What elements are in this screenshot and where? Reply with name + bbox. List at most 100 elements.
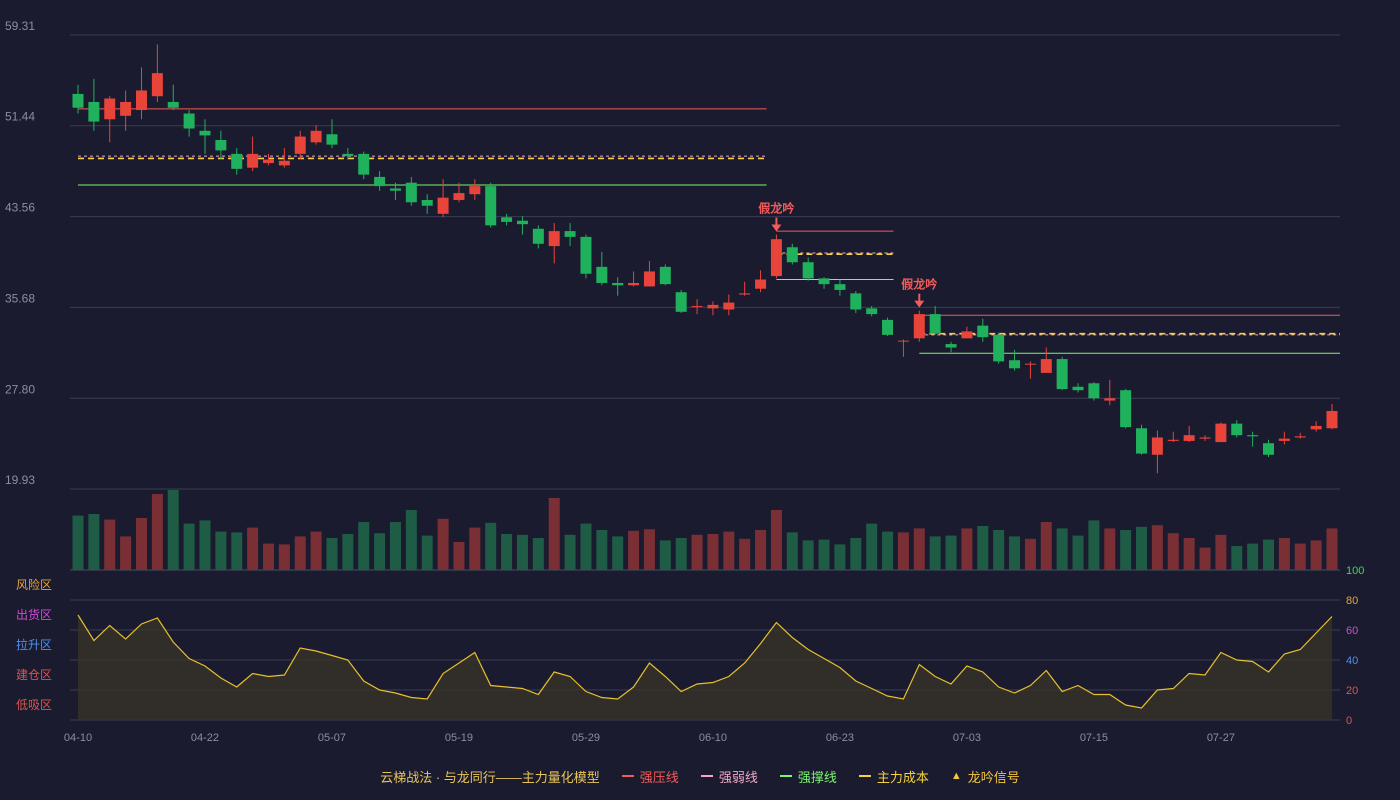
candle-body — [1231, 423, 1243, 436]
candle-body — [374, 176, 386, 187]
candle-body — [834, 284, 846, 290]
volume-bar — [151, 494, 163, 570]
osc-tick-label: 0 — [1346, 715, 1352, 727]
candle-body — [945, 344, 957, 348]
candle-body — [628, 282, 640, 286]
volume-bar — [405, 510, 417, 570]
volume-bar — [374, 533, 386, 570]
volume-bar — [548, 498, 560, 570]
volume-bar — [278, 544, 290, 570]
volume-bar — [786, 532, 798, 570]
candle-body — [1167, 439, 1179, 441]
candle-body — [755, 279, 767, 289]
volume-bar — [1024, 538, 1036, 570]
volume-bar — [596, 530, 608, 570]
volume-bar — [913, 528, 925, 570]
osc-tick-label: 60 — [1346, 625, 1358, 637]
volume-bar — [1120, 530, 1132, 570]
candle-body — [1183, 435, 1195, 441]
candle-body — [691, 306, 703, 308]
x-tick-label: 07-03 — [953, 732, 981, 744]
volume-bar — [72, 515, 84, 570]
volume-bar — [643, 529, 655, 570]
volume-bar — [485, 522, 497, 570]
volume-bar — [659, 540, 671, 570]
volume-bar — [437, 518, 449, 570]
volume-bar — [739, 538, 751, 570]
volume-bar — [1088, 520, 1100, 570]
volume-bar — [1056, 528, 1068, 570]
legend-item: 云梯战法 · 与龙同行——主力量化模型 — [380, 767, 600, 786]
volume-bar — [469, 527, 481, 570]
volume-bar — [199, 520, 211, 570]
candle-body — [786, 247, 798, 263]
candle-body — [135, 90, 147, 111]
candle-body — [913, 314, 925, 339]
candle-body — [1104, 398, 1116, 401]
volume-bar — [770, 510, 782, 570]
candle-body — [294, 136, 306, 154]
volume-bar — [231, 532, 243, 570]
candle-body — [485, 186, 497, 226]
volume-bar — [1167, 533, 1179, 570]
candle-body — [1120, 390, 1132, 428]
osc-tick-label: 20 — [1346, 685, 1358, 697]
candle-body — [675, 292, 687, 312]
volume-bar — [294, 536, 306, 570]
signal-annotation-label: 假龙吟 — [901, 277, 937, 292]
volume-bar — [1040, 522, 1052, 570]
volume-bar — [104, 519, 116, 570]
volume-bar — [1263, 539, 1275, 570]
candle-body — [1294, 436, 1306, 438]
candle-body — [215, 140, 227, 151]
volume-bar — [564, 534, 576, 570]
osc-tick-label: 40 — [1346, 655, 1358, 667]
volume-bar — [945, 535, 957, 570]
legend-label: 强弱线 — [718, 769, 758, 785]
candle-body — [1056, 359, 1068, 390]
volume-bar — [326, 538, 338, 570]
candle-body — [247, 153, 259, 168]
price-tick-label: 51.44 — [5, 110, 35, 124]
x-tick-label: 06-23 — [826, 732, 854, 744]
x-tick-label: 05-07 — [318, 732, 346, 744]
candle-body — [120, 101, 132, 116]
volume-bar — [1072, 535, 1084, 570]
candle-body — [1215, 423, 1227, 443]
volume-bar — [1215, 534, 1227, 570]
volume-bar — [897, 532, 909, 570]
candle-body — [929, 314, 941, 334]
volume-bar — [247, 527, 259, 570]
candle-body — [739, 293, 751, 295]
volume-bar — [1009, 536, 1021, 570]
zone-label: 风险区 — [16, 577, 52, 592]
volume-bar — [120, 536, 132, 570]
candle-body — [167, 101, 179, 108]
volume-bar — [532, 538, 544, 570]
candle-body — [278, 160, 290, 166]
price-tick-label: 19.93 — [5, 473, 35, 487]
candle-body — [818, 278, 830, 285]
candle-body — [310, 130, 322, 143]
candle-body — [961, 331, 973, 339]
legend-swatch — [779, 775, 792, 777]
legend-label: 强压线 — [639, 769, 679, 785]
candle-body — [389, 188, 401, 191]
osc-tick-label: 100 — [1346, 565, 1364, 577]
volume-bar — [262, 543, 274, 570]
candle-body — [1263, 443, 1275, 455]
candle-body — [1072, 386, 1084, 391]
volume-bar — [628, 530, 640, 570]
x-tick-label: 05-29 — [572, 732, 600, 744]
candle-body — [453, 193, 465, 200]
signal-arrow-head — [771, 224, 782, 232]
signal-arrow-head — [914, 300, 925, 308]
volume-bar — [358, 522, 370, 570]
volume-bar — [580, 523, 592, 570]
zone-label: 拉升区 — [16, 637, 52, 652]
volume-bar — [993, 530, 1005, 570]
volume-bar — [802, 540, 814, 570]
legend-item: 主力成本 — [858, 767, 929, 786]
osc-tick-label: 80 — [1346, 595, 1358, 607]
volume-bar — [88, 514, 100, 570]
